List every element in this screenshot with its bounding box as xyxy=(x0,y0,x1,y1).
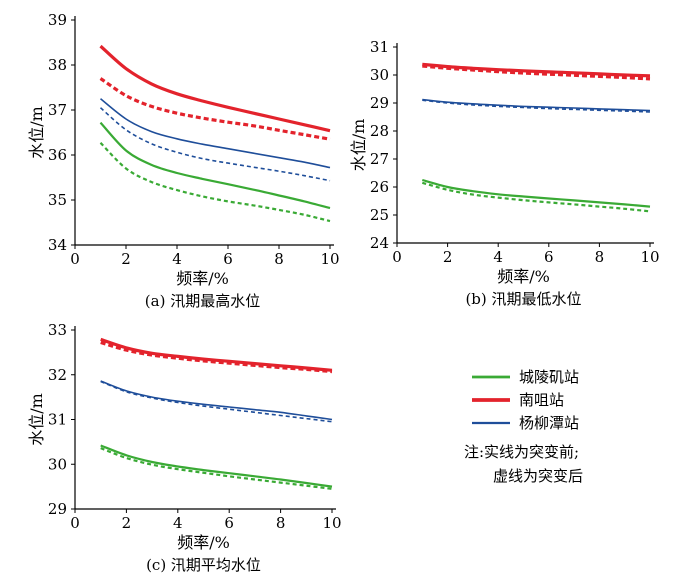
series-line-4 xyxy=(99,107,331,182)
series-line-3 xyxy=(100,98,331,169)
series-line-3 xyxy=(422,98,651,112)
chart-panel-3: 0 2 4 6 8 10 29 30 31 32 33 频率/% 水位/m (c) 汛期平均水位 xyxy=(27,321,342,574)
x-axis-label: 频率/% xyxy=(176,269,229,288)
x-tick-label: 6 xyxy=(224,514,234,532)
x-tick-label: 8 xyxy=(595,248,605,266)
y-tick-label: 27 xyxy=(370,150,389,168)
legend-label: 南咀站 xyxy=(519,391,564,409)
y-tick-label: 39 xyxy=(48,11,67,29)
x-tick-label: 0 xyxy=(70,250,80,268)
series-line-2 xyxy=(422,64,651,81)
x-tick-label: 8 xyxy=(276,514,286,532)
y-tick-label: 33 xyxy=(48,321,67,339)
x-tick-label: 2 xyxy=(121,250,131,268)
y-tick-label: 32 xyxy=(48,366,67,384)
y-tick-label: 36 xyxy=(48,146,67,164)
series-line-6 xyxy=(99,142,331,223)
y-tick-label: 26 xyxy=(370,178,389,196)
legend-label: 杨柳潭站 xyxy=(519,414,579,432)
series-line-6 xyxy=(100,447,333,490)
y-tick-label: 29 xyxy=(370,94,389,112)
x-tick-label: 6 xyxy=(544,248,554,266)
x-tick-label: 8 xyxy=(274,250,284,268)
x-tick-label: 4 xyxy=(493,248,503,266)
series-line-1 xyxy=(100,337,333,372)
x-axis-label: 频率/% xyxy=(497,267,550,286)
y-tick-label: 38 xyxy=(48,56,67,74)
x-tick-label: 4 xyxy=(173,514,183,532)
panel-caption: (c) 汛期平均水位 xyxy=(146,556,261,574)
y-tick-label: 31 xyxy=(48,411,67,429)
series-line-4 xyxy=(100,380,333,423)
y-tick-label: 25 xyxy=(370,206,389,224)
y-tick-label: 29 xyxy=(48,500,67,518)
x-tick-label: 4 xyxy=(172,250,182,268)
legend-label: 城陵矶站 xyxy=(519,368,579,386)
panel-caption: (a) 汛期最高水位 xyxy=(145,292,260,310)
series-line-6 xyxy=(421,181,651,213)
x-tick-label: 10 xyxy=(320,250,339,268)
series-line-1 xyxy=(99,44,331,133)
series-line-5 xyxy=(421,178,651,208)
y-tick-label: 28 xyxy=(370,122,389,140)
legend-note-line2: 虚线为突变后 xyxy=(493,467,583,485)
panel-caption: (b) 汛期最低水位 xyxy=(465,290,581,308)
x-tick-label: 0 xyxy=(70,514,80,532)
x-tick-label: 10 xyxy=(322,514,341,532)
series-line-2 xyxy=(99,77,331,141)
x-tick-label: 0 xyxy=(392,248,402,266)
series-line-5 xyxy=(99,121,331,210)
series-line-3 xyxy=(100,380,333,421)
y-tick-label: 30 xyxy=(48,455,67,473)
legend-note-line1: 注:实线为突变前; xyxy=(464,443,579,461)
chart-panel-1: 0 2 4 6 8 10 34 35 36 37 38 39 频率/% 水位/m (a) 汛期最高水位 xyxy=(27,11,340,310)
y-tick-label: 37 xyxy=(48,101,67,119)
y-tick-label: 24 xyxy=(370,234,389,252)
x-tick-label: 6 xyxy=(223,250,233,268)
y-tick-label: 31 xyxy=(370,38,389,56)
y-tick-label: 34 xyxy=(48,236,67,254)
series-line-2 xyxy=(100,340,333,374)
y-axis-label: 水位/m xyxy=(27,106,46,159)
series-line-1 xyxy=(422,62,651,78)
y-tick-label: 35 xyxy=(48,191,67,209)
x-tick-label: 2 xyxy=(122,514,132,532)
x-axis-label: 频率/% xyxy=(177,533,230,552)
y-axis-label: 水位/m xyxy=(27,393,46,446)
y-tick-label: 30 xyxy=(370,66,389,84)
series-line-5 xyxy=(100,444,333,488)
series-line-4 xyxy=(422,99,651,113)
x-tick-label: 2 xyxy=(443,248,453,266)
y-axis-label: 水位/m xyxy=(349,119,368,172)
x-tick-label: 10 xyxy=(640,248,659,266)
